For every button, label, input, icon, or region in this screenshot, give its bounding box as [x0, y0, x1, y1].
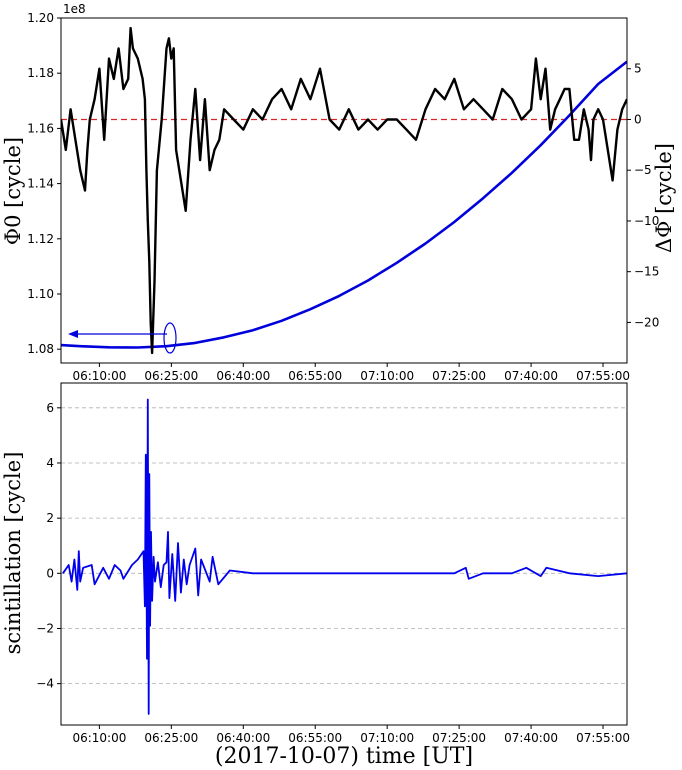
right-axis-tick-label: 5 [634, 62, 642, 76]
top-x-tick-label: 06:55:00 [288, 369, 342, 383]
left-axis-tick-label: 1.08 [27, 342, 54, 356]
left-axis-tick-label: 1.12 [27, 232, 54, 246]
phi0-series-line [61, 60, 627, 349]
left-axis-label: Φ0 [cycle] [1, 137, 25, 245]
left-axis-annotation [68, 322, 177, 354]
right-axis-tick-label: −15 [634, 265, 659, 279]
bottom-plot-frame [60, 382, 628, 726]
right-axis-ticks: −20 −15 −10 −5 0 5 [627, 62, 659, 329]
bottom-x-axis-ticks: 06:10:00 06:25:00 06:40:00 06:55:00 07:10:00… [72, 725, 630, 745]
right-axis-label: ΔΦ [cycle] [652, 143, 676, 253]
bottom-x-tick-label: 06:40:00 [216, 731, 270, 745]
right-axis-tick-label: −10 [634, 214, 659, 228]
right-axis-tick-label: −5 [634, 163, 652, 177]
top-plot-frame [60, 17, 628, 364]
top-x-axis-ticks: 06:10:00 06:25:00 06:40:00 06:55:00 07:10:00… [72, 363, 630, 383]
bottom-y-tick-label: 6 [46, 401, 54, 415]
top-x-tick-label: 06:10:00 [72, 369, 126, 383]
annotation-ellipse [163, 322, 177, 354]
bottom-y-axis-label: scintillation [cycle] [1, 452, 25, 655]
bottom-series-group [62, 398, 627, 715]
left-axis-multiplier: 1e8 [63, 2, 86, 16]
bottom-y-tick-label: 0 [46, 566, 54, 580]
top-panel: 1.08 1.10 1.12 1.14 1.16 1.18 1.20 −20 −15 −10 −5… [1, 2, 676, 383]
top-x-tick-label: 07:10:00 [360, 369, 414, 383]
bottom-panel: −4 −2 0 2 4 6 06:10:00 06:25:00 06:40:00 06:55:0… [1, 382, 630, 769]
top-x-tick-label: 06:40:00 [216, 369, 270, 383]
left-axis-tick-label: 1.20 [27, 11, 54, 25]
bottom-y-tick-label: −4 [36, 677, 54, 691]
bottom-x-tick-label: 07:40:00 [504, 731, 558, 745]
left-axis-tick-label: 1.18 [27, 66, 54, 80]
top-x-tick-label: 07:55:00 [576, 369, 630, 383]
left-axis-tick-label: 1.16 [27, 121, 54, 135]
bottom-x-tick-label: 06:10:00 [72, 731, 126, 745]
bottom-y-tick-label: −2 [36, 621, 54, 635]
top-x-tick-label: 07:25:00 [432, 369, 486, 383]
scintillation-series-line [62, 398, 627, 715]
annotation-arrow-head [68, 330, 78, 338]
right-axis-tick-label: 0 [634, 112, 642, 126]
left-axis-tick-label: 1.10 [27, 287, 54, 301]
right-axis-tick-label: −20 [634, 315, 659, 329]
bottom-x-tick-label: 07:25:00 [432, 731, 486, 745]
bottom-y-tick-label: 2 [46, 511, 54, 525]
left-axis-ticks: 1.08 1.10 1.12 1.14 1.16 1.18 1.20 [27, 11, 61, 356]
top-series-group [61, 26, 627, 355]
bottom-x-tick-label: 06:55:00 [288, 731, 342, 745]
x-axis-label: (2017-10-07) time [UT] [215, 744, 473, 769]
top-x-tick-label: 07:40:00 [504, 369, 558, 383]
bottom-x-tick-label: 07:55:00 [576, 731, 630, 745]
bottom-y-axis-ticks: −4 −2 0 2 4 6 [36, 401, 61, 691]
bottom-x-tick-label: 07:10:00 [360, 731, 414, 745]
left-axis-tick-label: 1.14 [27, 177, 54, 191]
delta-phi-series-line [61, 26, 627, 355]
bottom-y-tick-label: 4 [46, 456, 54, 470]
top-x-tick-label: 06:25:00 [144, 369, 198, 383]
bottom-x-tick-label: 06:25:00 [144, 731, 198, 745]
